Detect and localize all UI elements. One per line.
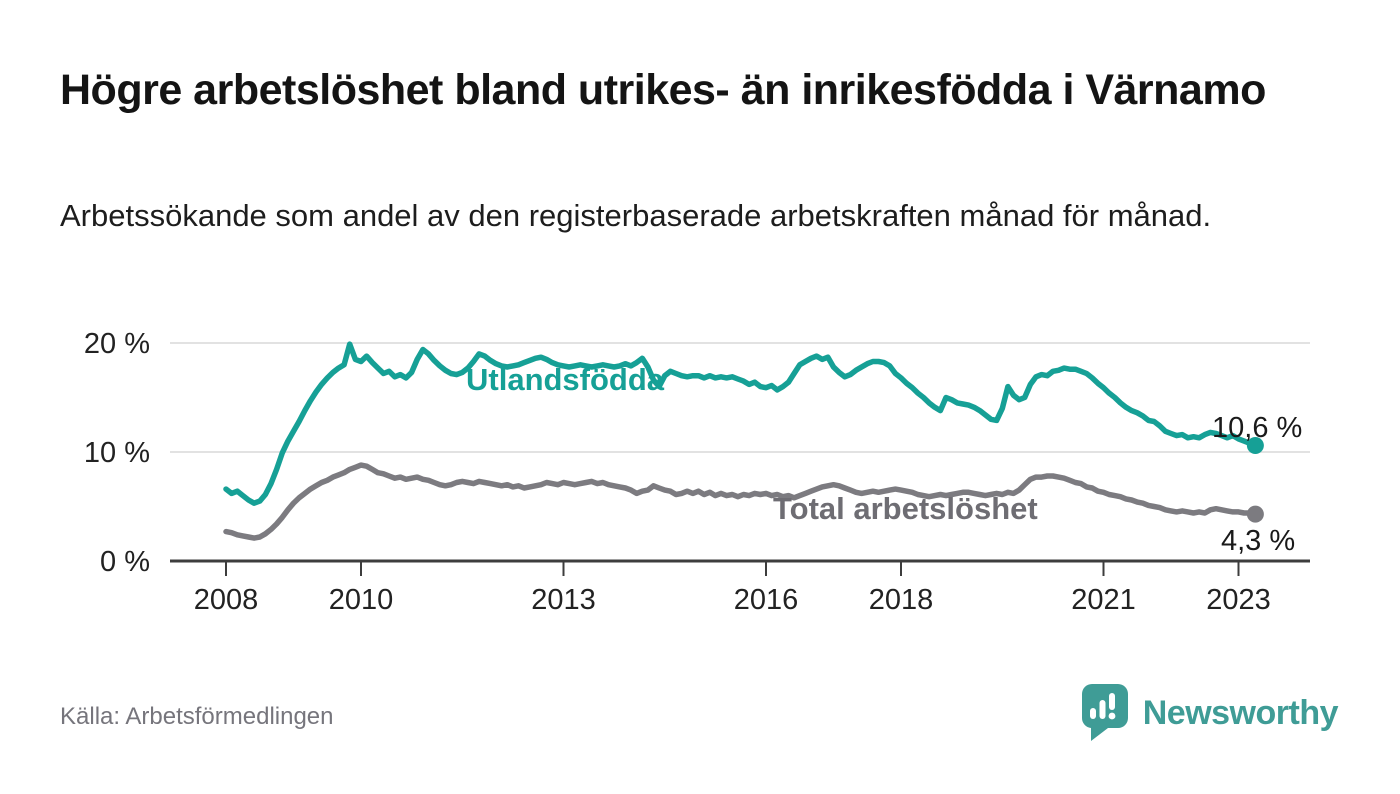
brand-name: Newsworthy (1142, 693, 1339, 732)
source-note: Källa: Arbetsförmedlingen (60, 703, 334, 730)
chart-subtitle: Arbetssökande som andel av den registerb… (60, 198, 1212, 233)
series-line-total (223, 462, 1259, 541)
series-label-total: Total arbetslöshet (773, 491, 1038, 526)
x-tick-label: 2018 (869, 584, 934, 616)
x-tick-label: 2021 (1071, 584, 1136, 616)
x-tick-label: 2013 (531, 584, 596, 616)
y-tick-label: 10 % (84, 437, 150, 469)
x-axis (170, 559, 1310, 576)
brand-logo: Newsworthy (1079, 682, 1339, 744)
end-value-label-utlandsfodda: 10,6 % (1212, 412, 1302, 444)
page-title: Högre arbetslöshet bland utrikes- än inr… (60, 66, 1266, 114)
y-tick-label: 20 % (84, 328, 150, 360)
series-end-dot-total (1246, 505, 1264, 523)
series-label-utlandsfodda: Utlandsfödda (466, 362, 665, 397)
series-end-dot-utlandsfodda (1246, 436, 1264, 454)
chart-svg: 0 %10 %20 %2008 2010 2013 2016 2018 2021 2023 … (84, 328, 1310, 616)
x-tick-label: 2016 (734, 584, 799, 616)
series-lines (223, 341, 1264, 541)
end-value-label-total: 4,3 % (1221, 525, 1295, 557)
series-labels: Utlandsfödda Total arbetslöshet (466, 362, 1038, 526)
x-tick-label: 2008 (194, 584, 259, 616)
end-value-labels: 10,6 % 4,3 % (1212, 412, 1302, 557)
newsworthy-bubble-icon (1081, 684, 1128, 741)
axis-tick-labels: 0 % 10 % 20 % 2008 2010 2013 2016 2018 2021 2023 (84, 328, 1271, 616)
y-tick-label: 0 % (100, 546, 150, 578)
series-line-utlandsfodda (223, 341, 1259, 506)
gridlines (170, 342, 1310, 453)
x-tick-label: 2023 (1206, 584, 1271, 616)
x-tick-label: 2010 (329, 584, 394, 616)
